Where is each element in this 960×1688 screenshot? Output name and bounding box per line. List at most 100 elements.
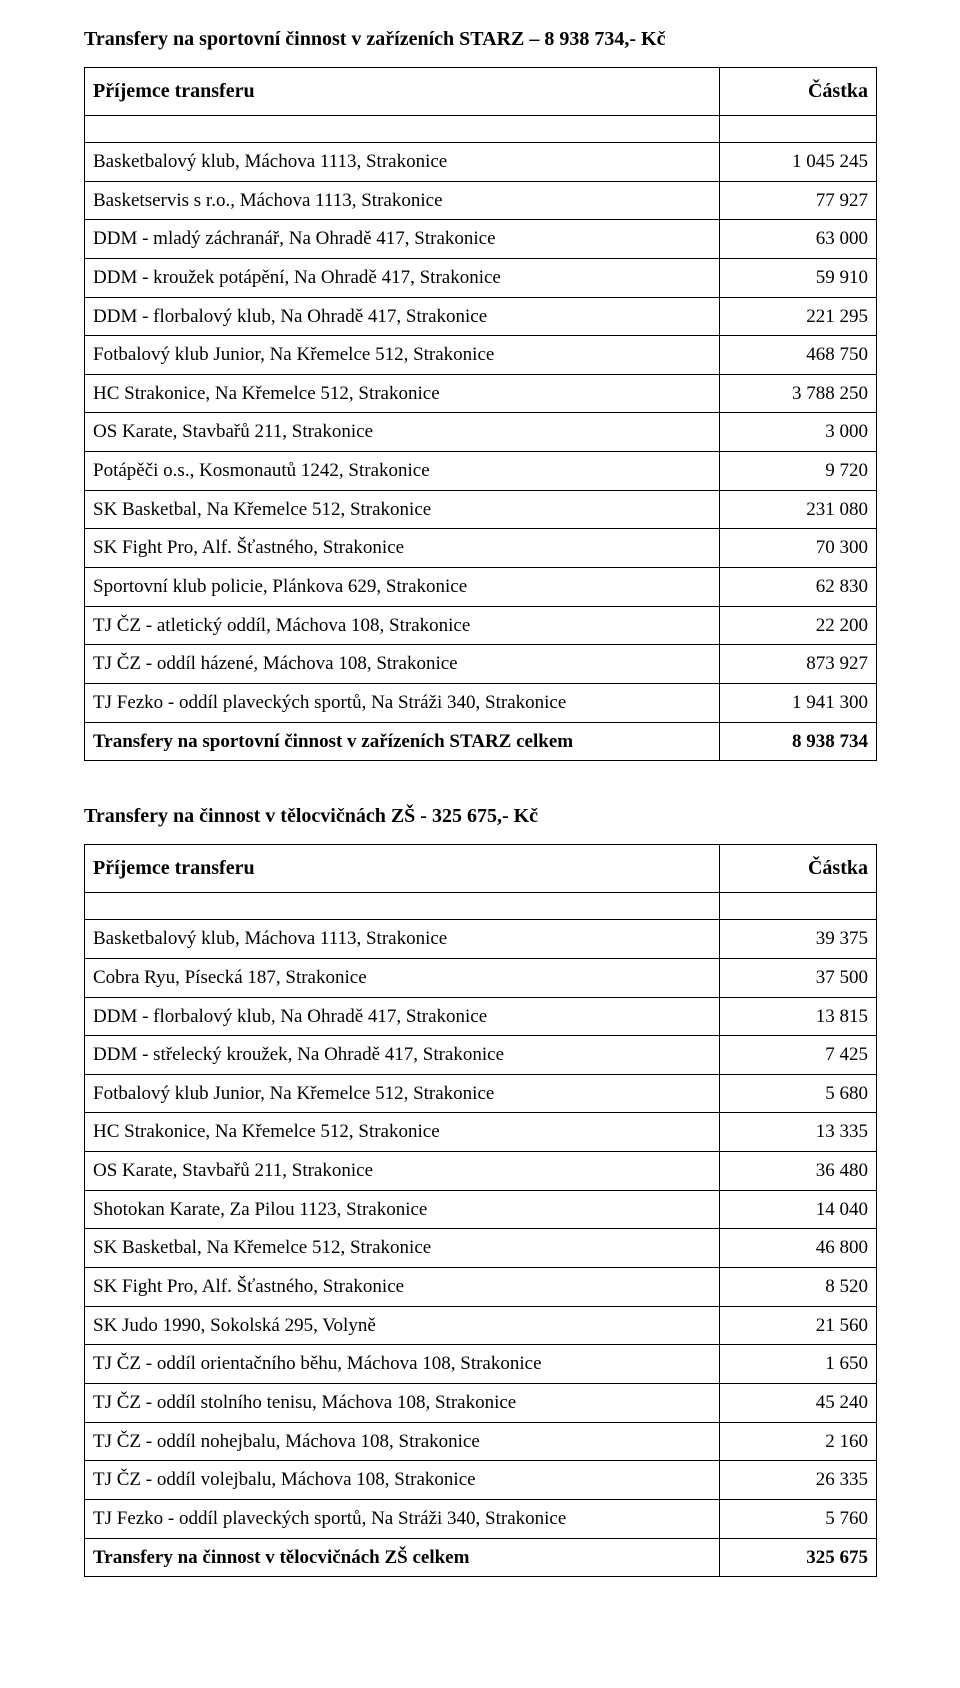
- recipient-name: DDM - střelecký kroužek, Na Ohradě 417, …: [85, 1036, 720, 1075]
- amount-value: 1 045 245: [720, 143, 877, 182]
- amount-value: 468 750: [720, 336, 877, 375]
- table-spacer-row: [85, 116, 877, 143]
- table-row: TJ ČZ - atletický oddíl, Máchova 108, St…: [85, 606, 877, 645]
- table-row: Basketbalový klub, Máchova 1113, Strakon…: [85, 143, 877, 182]
- col-header-amount: Částka: [720, 845, 877, 893]
- table-row: TJ ČZ - oddíl stolního tenisu, Máchova 1…: [85, 1383, 877, 1422]
- total-amount: 8 938 734: [720, 722, 877, 761]
- amount-value: 63 000: [720, 220, 877, 259]
- table-row: Fotbalový klub Junior, Na Křemelce 512, …: [85, 1074, 877, 1113]
- amount-value: 46 800: [720, 1229, 877, 1268]
- recipient-name: TJ Fezko - oddíl plaveckých sportů, Na S…: [85, 683, 720, 722]
- document-page: Transfery na sportovní činnost v zařízen…: [0, 0, 960, 1617]
- spacer-cell: [720, 893, 877, 920]
- recipient-name: HC Strakonice, Na Křemelce 512, Strakoni…: [85, 1113, 720, 1152]
- recipient-name: SK Basketbal, Na Křemelce 512, Strakonic…: [85, 490, 720, 529]
- amount-value: 21 560: [720, 1306, 877, 1345]
- amount-value: 2 160: [720, 1422, 877, 1461]
- table-row: TJ ČZ - oddíl volejbalu, Máchova 108, St…: [85, 1461, 877, 1500]
- amount-value: 45 240: [720, 1383, 877, 1422]
- table-row: OS Karate, Stavbařů 211, Strakonice36 48…: [85, 1152, 877, 1191]
- table-row: OS Karate, Stavbařů 211, Strakonice3 000: [85, 413, 877, 452]
- table-row: Fotbalový klub Junior, Na Křemelce 512, …: [85, 336, 877, 375]
- amount-value: 7 425: [720, 1036, 877, 1075]
- table-header-row: Příjemce transferu Částka: [85, 845, 877, 893]
- table-row: DDM - střelecký kroužek, Na Ohradě 417, …: [85, 1036, 877, 1075]
- recipient-name: TJ ČZ - atletický oddíl, Máchova 108, St…: [85, 606, 720, 645]
- table-row: SK Basketbal, Na Křemelce 512, Strakonic…: [85, 1229, 877, 1268]
- table-row: DDM - kroužek potápění, Na Ohradě 417, S…: [85, 258, 877, 297]
- amount-value: 13 815: [720, 997, 877, 1036]
- table-row: SK Judo 1990, Sokolská 295, Volyně21 560: [85, 1306, 877, 1345]
- table-row: Cobra Ryu, Písecká 187, Strakonice37 500: [85, 958, 877, 997]
- table-row: Potápěči o.s., Kosmonautů 1242, Strakoni…: [85, 452, 877, 491]
- recipient-name: Potápěči o.s., Kosmonautů 1242, Strakoni…: [85, 452, 720, 491]
- recipient-name: Basketbalový klub, Máchova 1113, Strakon…: [85, 920, 720, 959]
- amount-value: 231 080: [720, 490, 877, 529]
- amount-value: 39 375: [720, 920, 877, 959]
- col-header-name: Příjemce transferu: [85, 845, 720, 893]
- recipient-name: DDM - florbalový klub, Na Ohradě 417, St…: [85, 997, 720, 1036]
- amount-value: 62 830: [720, 568, 877, 607]
- recipient-name: DDM - kroužek potápění, Na Ohradě 417, S…: [85, 258, 720, 297]
- recipient-name: OS Karate, Stavbařů 211, Strakonice: [85, 1152, 720, 1191]
- table-header-row: Příjemce transferu Částka: [85, 68, 877, 116]
- recipient-name: TJ ČZ - oddíl nohejbalu, Máchova 108, St…: [85, 1422, 720, 1461]
- section2-heading: Transfery na činnost v tělocvičnách ZŠ -…: [84, 805, 876, 828]
- amount-value: 13 335: [720, 1113, 877, 1152]
- table-row: SK Fight Pro, Alf. Šťastného, Strakonice…: [85, 1268, 877, 1307]
- total-label: Transfery na sportovní činnost v zařízen…: [85, 722, 720, 761]
- recipient-name: DDM - florbalový klub, Na Ohradě 417, St…: [85, 297, 720, 336]
- amount-value: 1 650: [720, 1345, 877, 1384]
- recipient-name: HC Strakonice, Na Křemelce 512, Strakoni…: [85, 374, 720, 413]
- total-amount: 325 675: [720, 1538, 877, 1577]
- recipient-name: TJ ČZ - oddíl orientačního běhu, Máchova…: [85, 1345, 720, 1384]
- section1-heading: Transfery na sportovní činnost v zařízen…: [84, 28, 876, 51]
- amount-value: 36 480: [720, 1152, 877, 1191]
- table-row: SK Basketbal, Na Křemelce 512, Strakonic…: [85, 490, 877, 529]
- spacer-cell: [85, 116, 720, 143]
- col-header-name: Příjemce transferu: [85, 68, 720, 116]
- section1-table: Příjemce transferu Částka Basketbalový k…: [84, 67, 877, 761]
- table-row: SK Fight Pro, Alf. Šťastného, Strakonice…: [85, 529, 877, 568]
- recipient-name: TJ ČZ - oddíl volejbalu, Máchova 108, St…: [85, 1461, 720, 1500]
- amount-value: 14 040: [720, 1190, 877, 1229]
- table-row: HC Strakonice, Na Křemelce 512, Strakoni…: [85, 374, 877, 413]
- amount-value: 3 000: [720, 413, 877, 452]
- recipient-name: Basketservis s r.o., Máchova 1113, Strak…: [85, 181, 720, 220]
- recipient-name: TJ ČZ - oddíl stolního tenisu, Máchova 1…: [85, 1383, 720, 1422]
- table-total-row: Transfery na činnost v tělocvičnách ZŠ c…: [85, 1538, 877, 1577]
- amount-value: 22 200: [720, 606, 877, 645]
- amount-value: 873 927: [720, 645, 877, 684]
- amount-value: 77 927: [720, 181, 877, 220]
- recipient-name: SK Fight Pro, Alf. Šťastného, Strakonice: [85, 529, 720, 568]
- table-row: Basketservis s r.o., Máchova 1113, Strak…: [85, 181, 877, 220]
- recipient-name: TJ ČZ - oddíl házené, Máchova 108, Strak…: [85, 645, 720, 684]
- amount-value: 37 500: [720, 958, 877, 997]
- recipient-name: SK Basketbal, Na Křemelce 512, Strakonic…: [85, 1229, 720, 1268]
- recipient-name: TJ Fezko - oddíl plaveckých sportů, Na S…: [85, 1499, 720, 1538]
- recipient-name: Shotokan Karate, Za Pilou 1123, Strakoni…: [85, 1190, 720, 1229]
- section-gap: [84, 761, 876, 805]
- table-row: DDM - florbalový klub, Na Ohradě 417, St…: [85, 997, 877, 1036]
- amount-value: 221 295: [720, 297, 877, 336]
- table-spacer-row: [85, 893, 877, 920]
- recipient-name: Cobra Ryu, Písecká 187, Strakonice: [85, 958, 720, 997]
- total-label: Transfery na činnost v tělocvičnách ZŠ c…: [85, 1538, 720, 1577]
- recipient-name: Fotbalový klub Junior, Na Křemelce 512, …: [85, 336, 720, 375]
- spacer-cell: [85, 893, 720, 920]
- recipient-name: SK Fight Pro, Alf. Šťastného, Strakonice: [85, 1268, 720, 1307]
- table-row: TJ ČZ - oddíl nohejbalu, Máchova 108, St…: [85, 1422, 877, 1461]
- amount-value: 26 335: [720, 1461, 877, 1500]
- amount-value: 1 941 300: [720, 683, 877, 722]
- amount-value: 5 680: [720, 1074, 877, 1113]
- recipient-name: DDM - mladý záchranář, Na Ohradě 417, St…: [85, 220, 720, 259]
- recipient-name: Basketbalový klub, Máchova 1113, Strakon…: [85, 143, 720, 182]
- spacer-cell: [720, 116, 877, 143]
- table-row: DDM - mladý záchranář, Na Ohradě 417, St…: [85, 220, 877, 259]
- amount-value: 3 788 250: [720, 374, 877, 413]
- recipient-name: SK Judo 1990, Sokolská 295, Volyně: [85, 1306, 720, 1345]
- table-row: TJ Fezko - oddíl plaveckých sportů, Na S…: [85, 1499, 877, 1538]
- table-row: TJ ČZ - oddíl házené, Máchova 108, Strak…: [85, 645, 877, 684]
- table-row: Basketbalový klub, Máchova 1113, Strakon…: [85, 920, 877, 959]
